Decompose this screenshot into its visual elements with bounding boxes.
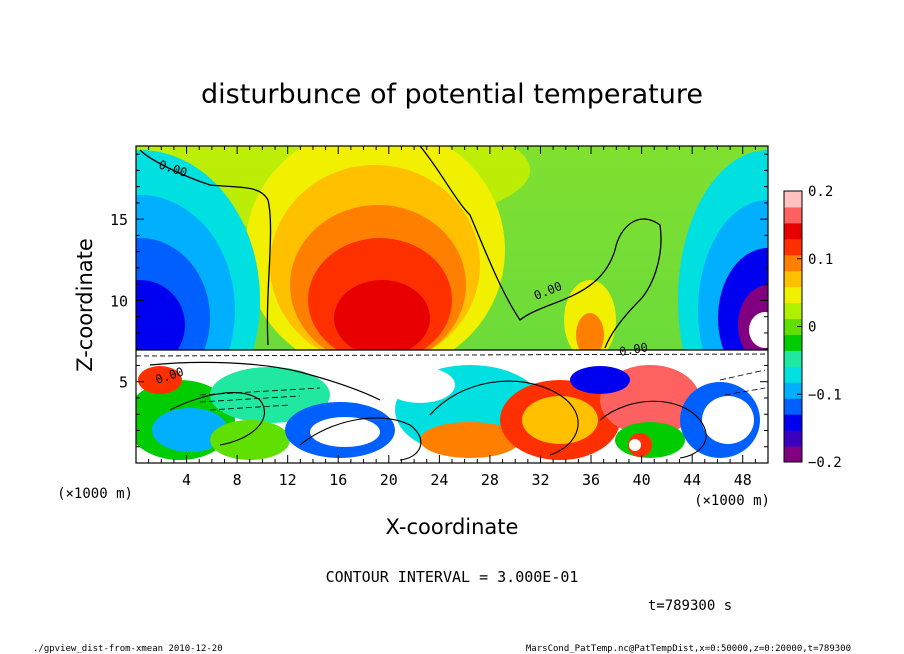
- x-axis-label: X-coordinate: [386, 515, 519, 539]
- colorbar-swatch: [784, 334, 802, 351]
- footer-left: ./gpview_dist-from-xmean 2010-12-20: [33, 644, 223, 654]
- x-tick-label: 36: [582, 471, 600, 489]
- x-tick-label: 20: [380, 471, 398, 489]
- contour-interval: CONTOUR INTERVAL = 3.000E-01: [326, 568, 579, 586]
- colorbar-swatch: [784, 430, 802, 447]
- field-patch: [702, 396, 754, 444]
- field-patch: [138, 366, 182, 394]
- field-patch: [576, 313, 604, 357]
- time-label: t=789300 s: [648, 598, 732, 614]
- x-tick-label: 28: [481, 471, 499, 489]
- x-unit-left: (×1000 m): [57, 486, 133, 502]
- contour-line: [169, 392, 266, 446]
- x-tick-label: 32: [531, 471, 549, 489]
- field-patch: [522, 396, 598, 444]
- colorbar-swatch: [784, 318, 802, 335]
- y-tick-label: 10: [110, 292, 128, 310]
- contour-line: [139, 149, 272, 346]
- y-axis: 5 10 15: [110, 153, 768, 448]
- contour-line: [199, 387, 321, 411]
- x-tick-label: 40: [633, 471, 651, 489]
- x-tick-label: 16: [329, 471, 347, 489]
- contour-line: [599, 400, 707, 459]
- contour-label: 0.00: [618, 340, 649, 359]
- y-tick-label: 5: [119, 374, 128, 392]
- field-patch: [136, 280, 185, 370]
- colorbar-tick-label: 0: [808, 320, 816, 336]
- field-patch: [420, 422, 520, 458]
- x-tick-label: 24: [430, 471, 448, 489]
- colorbar-swatch: [784, 191, 802, 208]
- field-patch: [210, 420, 290, 460]
- field-patch: [334, 280, 430, 356]
- contour-line: [149, 361, 381, 401]
- contour-line: [719, 369, 766, 396]
- footer-right: MarsCond_PatTemp.nc@PatTempDist,x=0:5000…: [526, 644, 851, 654]
- contour-line: [299, 417, 422, 461]
- field-patch: [152, 408, 228, 452]
- field-patch: [570, 366, 630, 394]
- x-tick-label: 44: [683, 471, 701, 489]
- colorbar-swatch: [784, 398, 802, 415]
- colorbar-swatch: [784, 366, 802, 383]
- colorbar-swatch: [784, 238, 802, 256]
- colorbar-swatch: [784, 302, 802, 320]
- x-tick-label: 4: [182, 471, 191, 489]
- colorbar-swatch: [784, 350, 802, 367]
- x-tick-label: 8: [233, 471, 242, 489]
- colorbar: [783, 190, 803, 463]
- colorbar-tick-label: −0.1: [808, 387, 842, 403]
- colorbar-swatch: [784, 254, 802, 272]
- field-patch: [629, 439, 641, 451]
- colorbar-tick-label: 0.2: [808, 184, 833, 200]
- colorbar-swatch: [784, 222, 802, 240]
- colorbar-swatch: [784, 270, 802, 288]
- plot-area: 0.00 0.00 0.00 0.00: [135, 145, 769, 464]
- x-unit-right: (×1000 m): [694, 493, 770, 509]
- colorbar-swatch: [784, 206, 802, 224]
- colorbar-swatch: [784, 286, 802, 304]
- colorbar-tick-label: −0.2: [808, 455, 842, 471]
- colorbar-swatch: [784, 414, 802, 431]
- x-axis: 4 8 12 16 20 24 28 32 36 40 44 48: [148, 146, 756, 489]
- y-axis-label: Z-coordinate: [73, 238, 97, 372]
- contour-line: [136, 353, 768, 357]
- colorbar-tick-label: 0.1: [808, 252, 833, 268]
- field-patch: [310, 417, 380, 447]
- contour-line: [429, 380, 579, 456]
- x-tick-label: 12: [279, 471, 297, 489]
- y-tick-label: 15: [110, 211, 128, 229]
- field-patch: [210, 367, 330, 423]
- field-patch: [749, 312, 768, 348]
- colorbar-ticks: 0.2 0.1 0 −0.1 −0.2: [797, 184, 842, 471]
- chart-title: disturbunce of potential temperature: [201, 79, 703, 110]
- colorbar-swatch: [784, 382, 802, 399]
- field-patch: [385, 367, 455, 403]
- colorbar-swatch: [784, 446, 802, 463]
- contour-line: [419, 146, 662, 349]
- x-tick-label: 48: [734, 471, 752, 489]
